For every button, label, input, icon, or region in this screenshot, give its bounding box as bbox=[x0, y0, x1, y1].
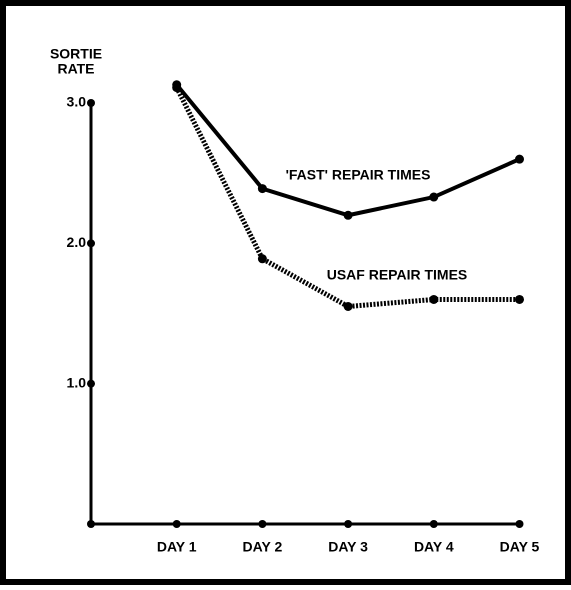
x-tick bbox=[429, 520, 438, 528]
point bbox=[172, 83, 182, 93]
x-tick-label: DAY 3 bbox=[328, 539, 368, 555]
series-label: 'FAST' REPAIR TIMES bbox=[286, 167, 431, 183]
y-tick-label: 2.0 bbox=[67, 234, 87, 250]
x-tick bbox=[258, 520, 267, 528]
y-tick-label: 3.0 bbox=[67, 94, 87, 110]
y-axis-title: SORTIE bbox=[50, 46, 102, 62]
x-tick bbox=[344, 520, 353, 528]
y-tick bbox=[87, 239, 95, 248]
point bbox=[257, 184, 267, 194]
origin-dot bbox=[87, 520, 95, 528]
x-tick-label: DAY 2 bbox=[243, 539, 283, 555]
point bbox=[429, 192, 439, 202]
y-tick bbox=[87, 379, 95, 388]
x-tick-label: DAY 5 bbox=[500, 539, 540, 555]
series-label: USAF REPAIR TIMES bbox=[327, 267, 468, 283]
x-tick-label: DAY 4 bbox=[414, 539, 454, 555]
y-axis-title: RATE bbox=[57, 61, 94, 77]
series-line bbox=[174, 86, 520, 310]
x-tick-label: DAY 1 bbox=[157, 539, 197, 555]
point bbox=[343, 301, 353, 311]
point bbox=[515, 154, 524, 164]
point bbox=[515, 294, 524, 304]
point bbox=[429, 294, 439, 304]
point bbox=[343, 210, 353, 220]
x-tick bbox=[515, 520, 524, 528]
y-tick bbox=[87, 99, 95, 107]
y-tick-label: 1.0 bbox=[67, 374, 87, 390]
point bbox=[257, 254, 267, 264]
x-tick bbox=[172, 520, 181, 528]
